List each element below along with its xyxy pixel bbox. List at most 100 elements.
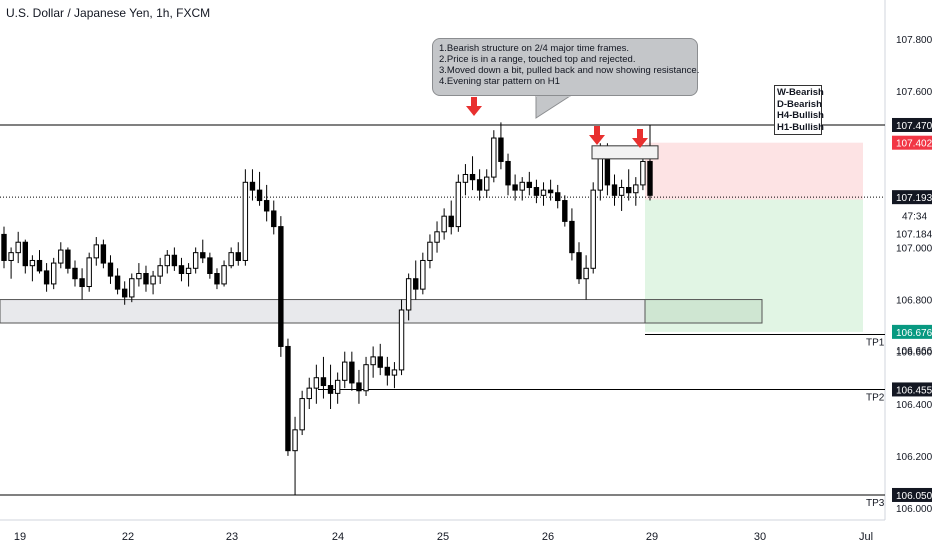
candle-body [8, 252, 14, 261]
candle-body [505, 160, 511, 186]
candle-body [356, 382, 362, 392]
candle-body [640, 160, 646, 186]
timeframe-bias-box[interactable]: W-Bearish D-Bearish H4-Bullish H1-Bullis… [774, 85, 824, 135]
candle-body [647, 160, 653, 196]
candle-body [29, 259, 36, 267]
candle-body [306, 387, 312, 400]
tp-label: TP3 [866, 498, 885, 509]
candle-body [200, 252, 206, 259]
price-tick-label: 107.800 [896, 35, 932, 46]
candle-body [576, 252, 582, 280]
time-tick-label: 19 [14, 531, 26, 543]
candle-body [143, 273, 149, 285]
candle-body [384, 366, 391, 376]
candle-body [569, 220, 575, 254]
candle-body [526, 181, 533, 189]
candle-body [72, 267, 78, 280]
analysis-note[interactable]: 1.Bearish structure on 2/4 major time fr… [432, 38, 700, 96]
price-badge-label: 107.184 [896, 229, 932, 240]
time-tick-label: 30 [754, 531, 766, 543]
time-tick-label: 29 [646, 531, 658, 543]
candle-body [178, 265, 185, 274]
price-badge [892, 382, 932, 397]
time-tick-label: 25 [437, 531, 449, 543]
candle-body [235, 252, 241, 261]
candle-body [491, 137, 497, 178]
candle-body [633, 184, 639, 194]
candle-body [271, 210, 277, 228]
price-badge-label: 107.193 [896, 193, 932, 204]
candle-body [349, 361, 355, 384]
note-line: 1.Bearish structure on 2/4 major time fr… [439, 43, 630, 54]
price-badge-label: 106.050 [896, 491, 932, 502]
price-tick-label: 106.800 [896, 296, 932, 307]
time-tick-label: 23 [226, 531, 238, 543]
candle-body [207, 257, 213, 275]
price-badge [892, 487, 932, 502]
candle-body [171, 254, 178, 267]
price-badge-label: 106.676 [896, 328, 932, 339]
price-tick-label: 106.600 [896, 348, 932, 359]
candle-body [221, 265, 227, 285]
candle-body [626, 187, 632, 194]
candle-body [342, 361, 348, 381]
candle-body [185, 267, 192, 274]
time-tick-label: 22 [122, 531, 134, 543]
note-line: 4.Evening star pattern on H1 [439, 76, 560, 87]
candle-body [583, 267, 589, 280]
price-badge-label: 106.455 [896, 385, 932, 396]
timeframe-h4: H4-Bullish [777, 110, 824, 121]
time-tick-label: Jul [859, 531, 873, 543]
candle-body [114, 275, 121, 290]
candle-body [93, 244, 99, 259]
support-zone-overlap [644, 299, 763, 324]
candle-body [242, 181, 249, 261]
candle-body [363, 364, 369, 392]
timeframe-h1: H1-Bullish [777, 121, 824, 133]
candle-body [107, 262, 114, 277]
price-tick-label: 107.000 [896, 243, 932, 254]
red-arrow [632, 129, 648, 148]
candle-body [228, 252, 234, 267]
candle-body [448, 215, 454, 228]
candle-body [441, 215, 447, 233]
candle-body [285, 345, 291, 452]
candle-body [618, 187, 625, 196]
candle-body [256, 189, 263, 202]
candle-body [377, 356, 383, 368]
price-badge-label: 107.402 [896, 139, 932, 150]
candle-body [278, 226, 284, 347]
candle-body [214, 273, 220, 285]
candle-body [121, 288, 128, 298]
time-tick-label: 26 [542, 531, 554, 543]
tp-label: TP1 [866, 337, 885, 348]
candle-body [391, 369, 398, 376]
candle-body [420, 259, 426, 290]
candle-body [249, 181, 256, 191]
candle-body [484, 176, 490, 191]
candle-body [512, 184, 518, 191]
candle-body [611, 184, 618, 196]
timeframe-daily: D-Bearish [777, 98, 822, 110]
candle-body [22, 241, 28, 267]
candle-body [519, 181, 525, 191]
candle-body [192, 252, 199, 269]
candle-body [65, 249, 71, 269]
candle-body [36, 259, 43, 272]
note-line: 2.Price is in a range, touched top and r… [439, 54, 636, 65]
price-badge [892, 324, 932, 339]
candle-body [462, 173, 469, 183]
note-line: 3.Moved down a bit, pulled back and now … [439, 65, 700, 76]
candle-body [292, 429, 298, 452]
candle-body [79, 278, 85, 288]
candle-body [299, 398, 305, 431]
tp-label: TP2 [866, 392, 885, 403]
candle-body [15, 241, 21, 254]
candle-body [136, 273, 142, 280]
price-tick-label: 107.600 [896, 87, 932, 98]
candle-body [547, 189, 554, 194]
rejection-box [591, 145, 659, 160]
candle-body [86, 257, 92, 288]
candle-body [58, 249, 64, 264]
